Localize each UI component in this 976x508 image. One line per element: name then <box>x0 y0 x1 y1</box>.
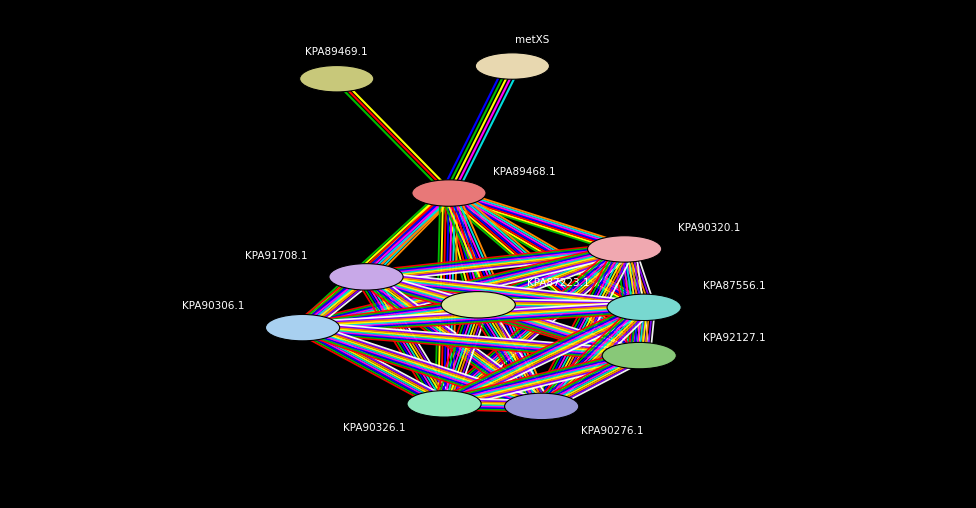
Text: KPA90320.1: KPA90320.1 <box>678 223 741 233</box>
Text: KPA90326.1: KPA90326.1 <box>343 423 405 433</box>
Text: KPA89468.1: KPA89468.1 <box>493 167 555 177</box>
Ellipse shape <box>505 393 579 420</box>
Ellipse shape <box>441 292 515 318</box>
Ellipse shape <box>607 294 681 321</box>
Ellipse shape <box>265 314 340 341</box>
Ellipse shape <box>475 53 549 79</box>
Ellipse shape <box>412 180 486 206</box>
Ellipse shape <box>329 264 403 290</box>
Text: KPA87223.1: KPA87223.1 <box>527 278 590 289</box>
Ellipse shape <box>300 66 374 92</box>
Ellipse shape <box>588 236 662 262</box>
Text: KPA92127.1: KPA92127.1 <box>703 333 765 343</box>
Ellipse shape <box>602 342 676 369</box>
Ellipse shape <box>407 391 481 417</box>
Text: KPA89469.1: KPA89469.1 <box>305 47 368 57</box>
Text: metXS: metXS <box>514 35 549 45</box>
Text: KPA90306.1: KPA90306.1 <box>182 301 244 311</box>
Text: KPA87556.1: KPA87556.1 <box>703 281 765 291</box>
Text: KPA90276.1: KPA90276.1 <box>581 426 643 436</box>
Text: KPA91708.1: KPA91708.1 <box>245 250 307 261</box>
